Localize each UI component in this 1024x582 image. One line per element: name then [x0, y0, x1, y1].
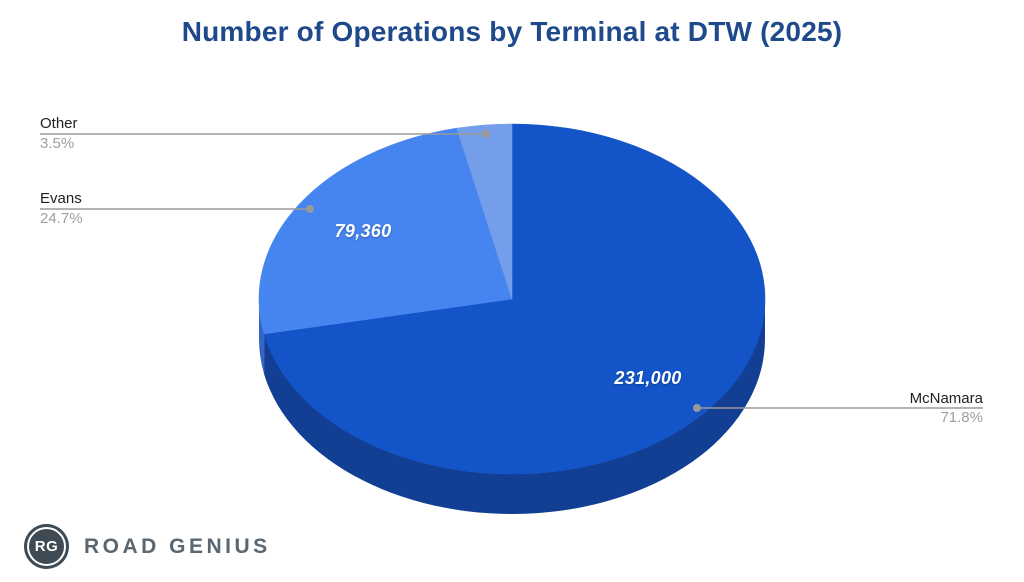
- callout-percent-other: 3.5%: [40, 135, 75, 152]
- callout-percent-evans: 24.7%: [40, 210, 83, 227]
- pie-slice-other: [456, 123, 513, 300]
- callout-name-evans: Evans: [40, 190, 82, 207]
- rg-badge-icon: RG: [24, 524, 69, 569]
- road-genius-logo: RG ROAD GENIUS: [24, 524, 271, 569]
- leader-dot-other: [482, 130, 490, 138]
- value-label-mcnamara: 231,000: [614, 368, 682, 388]
- leader-dot-evans: [306, 205, 314, 213]
- callout-name-other: Other: [40, 115, 78, 132]
- callout-percent-mcnamara: 71.8%: [940, 409, 983, 426]
- rg-badge-text: RG: [27, 527, 66, 566]
- callout-name-mcnamara: McNamara: [909, 390, 983, 407]
- chart-title: Number of Operations by Terminal at DTW …: [181, 16, 843, 47]
- pie-slice-evans: [258, 127, 513, 335]
- logo-wordmark: ROAD GENIUS: [84, 534, 271, 558]
- pie-side-mcnamara: [264, 299, 765, 514]
- leader-dot-mcnamara: [693, 404, 701, 412]
- value-label-evans: 79,360: [334, 221, 392, 241]
- pie-slice-mcnamara: [263, 123, 766, 475]
